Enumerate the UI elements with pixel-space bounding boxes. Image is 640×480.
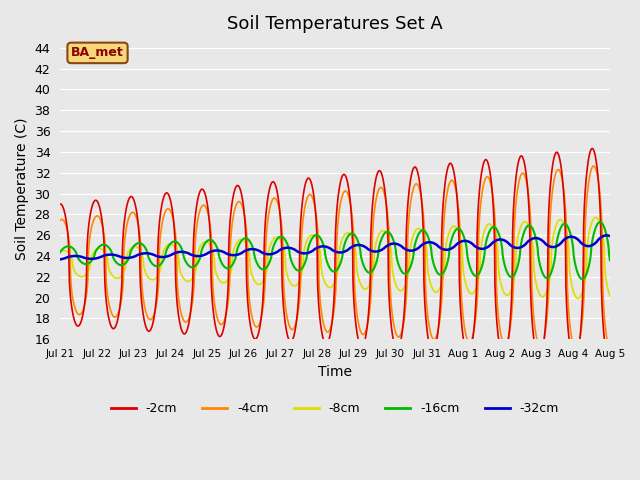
Legend: -2cm, -4cm, -8cm, -16cm, -32cm: -2cm, -4cm, -8cm, -16cm, -32cm: [106, 397, 564, 420]
Y-axis label: Soil Temperature (C): Soil Temperature (C): [15, 117, 29, 260]
Text: BA_met: BA_met: [71, 47, 124, 60]
X-axis label: Time: Time: [318, 365, 352, 379]
Title: Soil Temperatures Set A: Soil Temperatures Set A: [227, 15, 443, 33]
